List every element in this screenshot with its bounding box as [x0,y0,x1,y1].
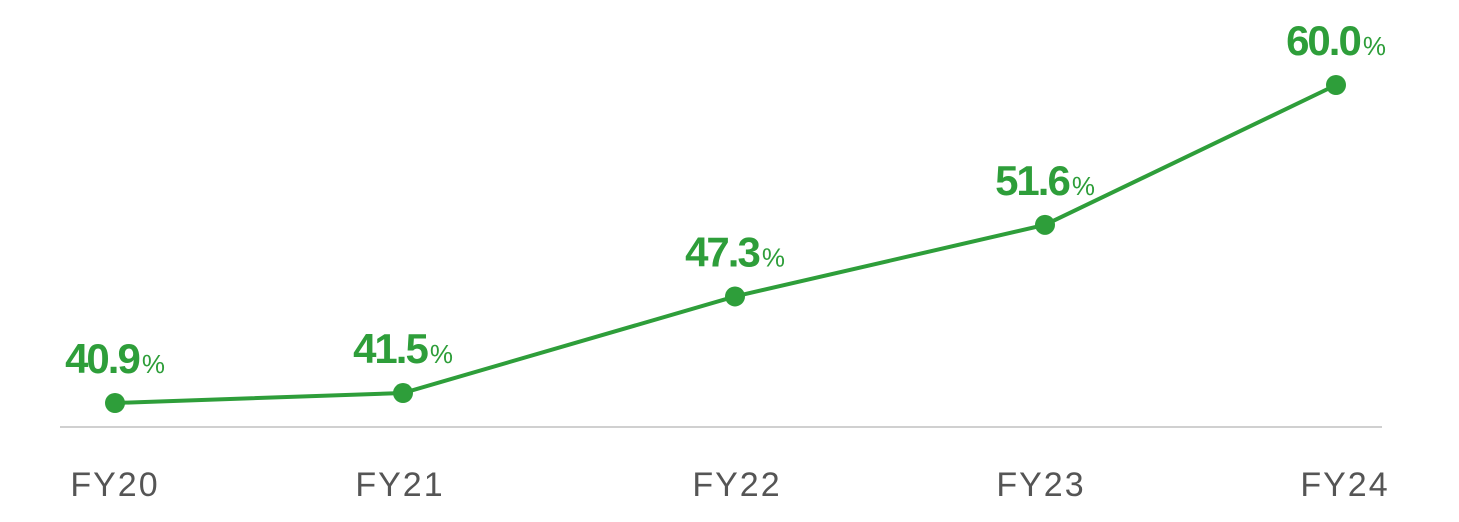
value-label: 47.3% [685,228,785,275]
point [725,286,745,307]
x-tick-label: FY20 [70,466,159,504]
x-tick-label: FY22 [692,466,781,504]
point [105,393,125,413]
x-tick-label: FY24 [1300,466,1389,504]
x-tick-label: FY23 [996,466,1085,504]
value-label: 60.0% [1286,17,1386,64]
point [393,383,413,404]
point [1326,75,1346,95]
value-label: 41.5% [353,325,453,372]
value-label: 40.9% [65,335,165,382]
point [1035,214,1055,235]
x-tick-label: FY21 [355,466,444,504]
value-label: 51.6% [995,157,1095,204]
